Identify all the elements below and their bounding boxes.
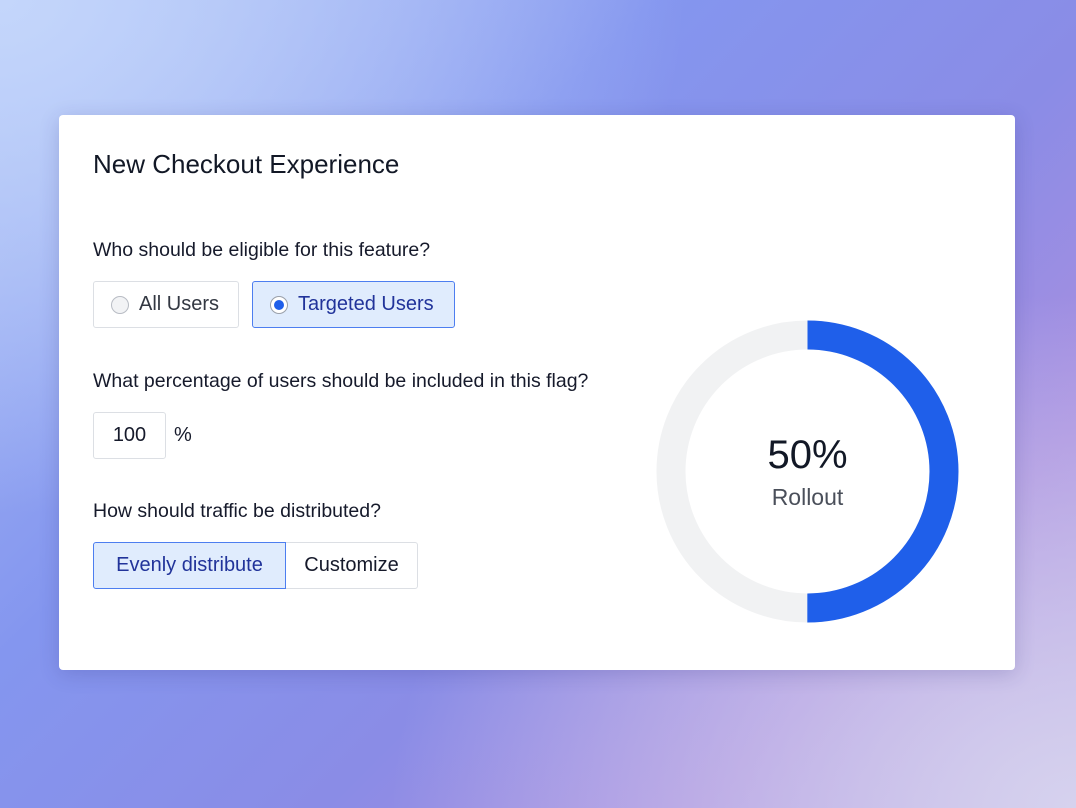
donut-center: 50% Rollout <box>656 320 959 623</box>
percent-unit: % <box>174 424 192 446</box>
customize-button[interactable]: Customize <box>285 542 418 589</box>
rollout-donut <box>656 320 959 623</box>
feature-flag-card: New Checkout Experience Who should be el… <box>59 115 1015 670</box>
percentage-input[interactable]: 100 <box>93 412 166 459</box>
card-title: New Checkout Experience <box>93 149 400 179</box>
option-label: All Users <box>139 293 220 315</box>
radio-icon <box>111 295 129 314</box>
eligibility-question: Who should be eligible for this feature? <box>93 239 431 261</box>
targeted-users-radio[interactable]: Targeted Users <box>252 281 455 328</box>
option-label: Targeted Users <box>298 293 434 315</box>
radio-checked-icon <box>270 295 288 314</box>
percentage-question: What percentage of users should be inclu… <box>93 370 589 392</box>
evenly-distribute-button[interactable]: Evenly distribute <box>93 542 286 589</box>
donut-fill <box>656 320 959 623</box>
all-users-radio[interactable]: All Users <box>93 281 239 328</box>
rollout-label: Rollout <box>771 483 844 510</box>
distribution-question: How should traffic be distributed? <box>93 500 381 522</box>
rollout-value: 50% <box>767 432 848 477</box>
